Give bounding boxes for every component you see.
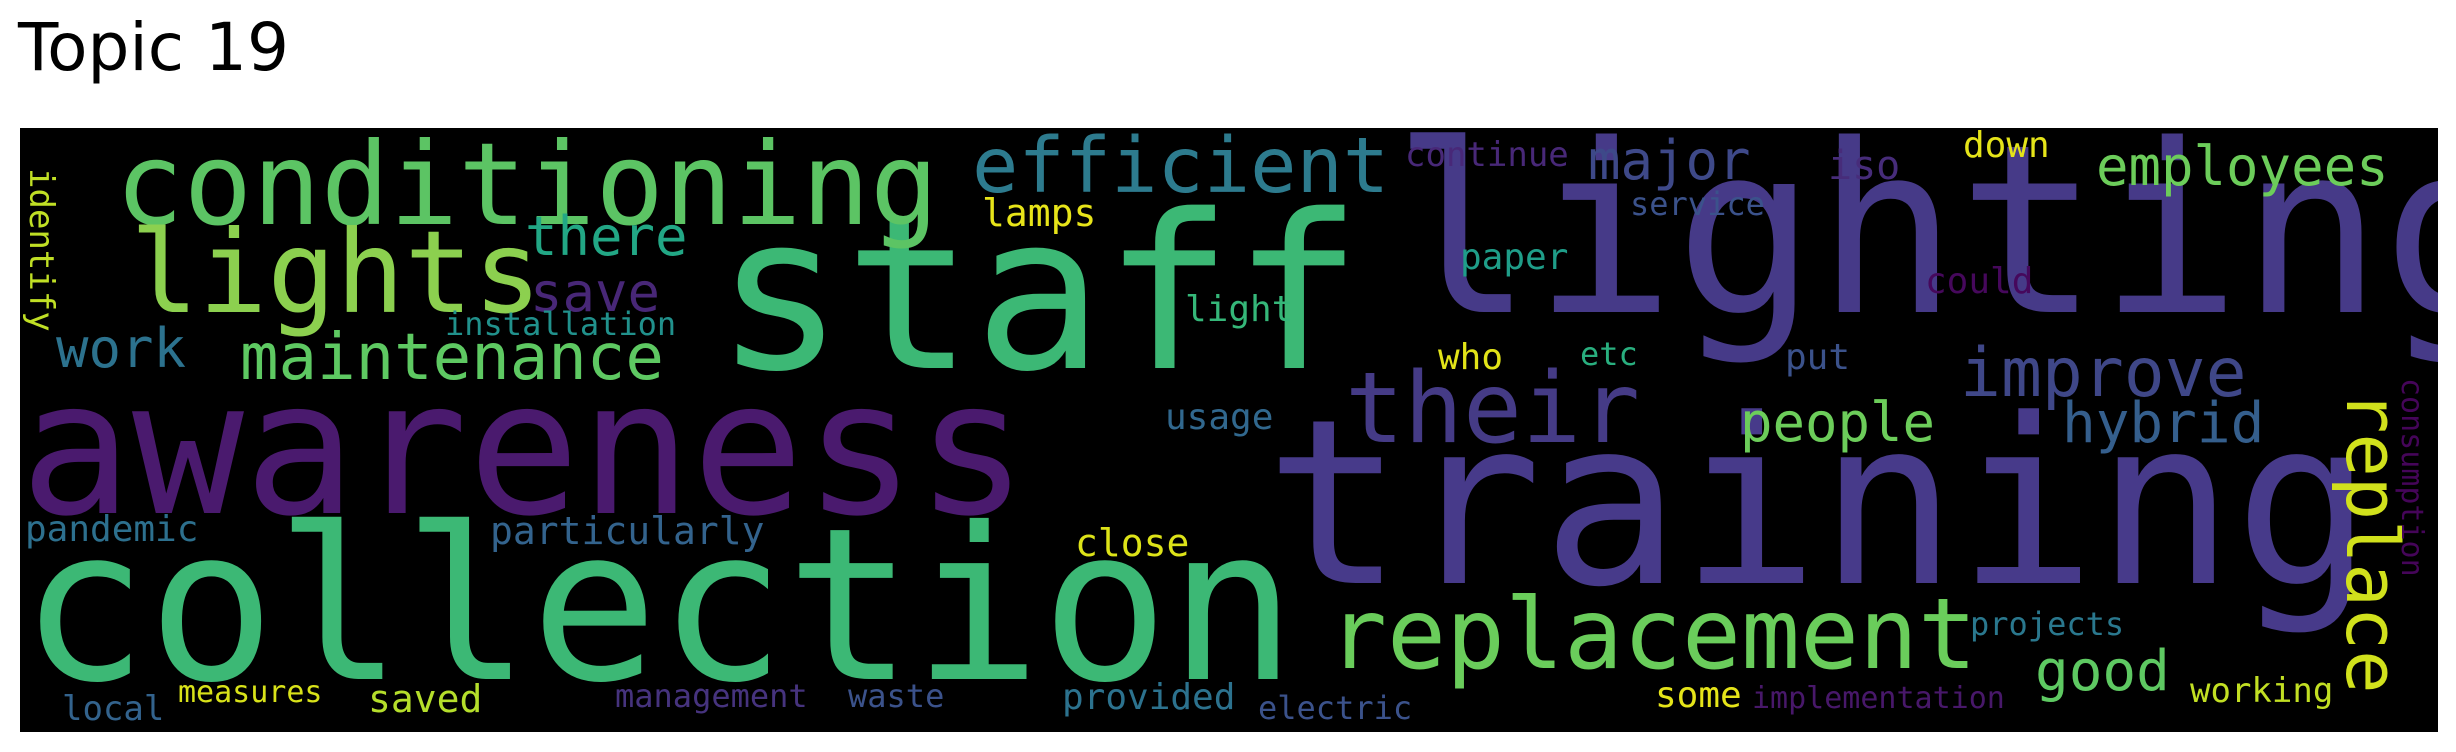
word-major: major [1588,129,1751,192]
word-people: people [1740,391,1936,454]
word-who: who [1438,337,1504,378]
word-paper: paper [1460,237,1569,278]
word-working: working [2190,671,2334,711]
word-saved: saved [368,677,483,721]
word-could: could [1925,261,2034,302]
word-iso: iso [1828,143,1901,189]
word-lights: lights [130,206,542,339]
word-close: close [1075,521,1190,565]
word-staff: staff [715,168,1363,419]
word-local: local [62,689,165,729]
word-maintenance: maintenance [240,321,664,395]
word-efficient: efficient [972,128,1390,211]
word-electric: electric [1258,689,1413,727]
page-title: Topic 19 [18,9,289,86]
word-measures: measures [178,675,323,710]
word-some: some [1655,675,1742,716]
word-usage: usage [1165,397,1274,438]
word-improve: improve [1960,334,2247,413]
word-projects: projects [1970,605,2125,643]
word-etc: etc [1580,335,1638,373]
word-cloud: staff lighting awareness training collec… [20,128,2438,732]
word-down: down [1963,128,2050,166]
word-identify: identify [21,168,61,332]
word-there: there [525,205,688,268]
word-work: work [56,317,187,380]
word-provided: provided [1062,677,1236,718]
word-management: management [615,677,808,715]
word-good: good [2035,639,2170,704]
word-replacement: replacement [1328,578,1978,692]
word-service: service [1630,185,1765,223]
word-light: light [1185,289,1294,330]
word-put: put [1785,337,1851,378]
word-installation: installation [445,305,677,343]
word-lamps: lamps [982,191,1097,235]
word-pandemic: pandemic [25,509,199,550]
word-waste: waste [848,677,945,715]
word-training: training [1265,371,2373,638]
word-awareness: awareness [20,340,1028,557]
word-collection: collection [20,482,1297,729]
word-save: save [530,261,661,324]
word-particularly: particularly [490,509,765,553]
word-lighting: lighting [1392,128,2438,368]
word-conditioning: conditioning [115,128,939,251]
word-hybrid: hybrid [2062,391,2265,456]
word-their: their [1345,352,1641,466]
word-continue: continue [1405,135,1569,175]
word-implementation: implementation [1752,681,2005,716]
word-consumption: consumption [2394,378,2429,577]
word-employees: employees [2096,135,2389,198]
